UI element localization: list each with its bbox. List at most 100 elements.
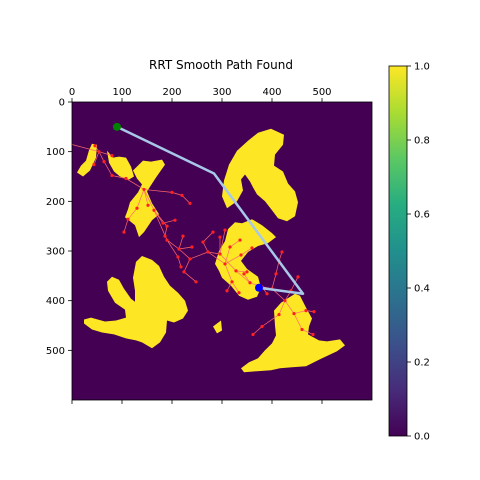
tree-node	[124, 176, 128, 181]
tree-edge-51	[243, 273, 251, 283]
tree-edge-25	[207, 251, 221, 255]
tree-edge-58	[183, 271, 197, 283]
tree-edge-55	[219, 230, 226, 255]
tree-node	[188, 257, 192, 261]
tree-edge-31	[235, 270, 251, 284]
y-tick-label: 0	[59, 98, 65, 109]
tree-edge-11	[181, 195, 191, 204]
tree-edge-56	[178, 235, 184, 250]
tree-node	[312, 309, 316, 314]
tree-edge-12	[143, 189, 155, 211]
tree-node	[230, 280, 234, 284]
tree-node	[218, 235, 222, 239]
obstacle-1	[107, 150, 134, 180]
tree-node	[163, 234, 167, 238]
tree-node	[165, 238, 169, 242]
tree-edge-28	[207, 251, 226, 265]
tree-edge-42	[252, 326, 263, 335]
tree-node	[218, 252, 222, 256]
tree-node	[245, 270, 249, 274]
tree-edge-59	[240, 247, 253, 256]
tree-node	[181, 234, 185, 238]
tree-node	[67, 142, 70, 145]
colorbar-tick-label: 0.8	[414, 136, 430, 147]
tree-edge-63	[202, 231, 214, 243]
tree-edge-26	[166, 239, 179, 258]
tree-node	[182, 270, 186, 274]
tree-edge-10	[171, 192, 183, 196]
tree-edge-15	[136, 189, 145, 209]
tree-node	[180, 193, 184, 197]
tree-edge-53	[229, 239, 241, 248]
tree-node	[165, 224, 169, 228]
obstacle-0	[77, 143, 97, 177]
tree-edge-14	[162, 219, 176, 224]
tree-edge-1	[98, 151, 113, 156]
tree-node	[179, 265, 183, 269]
y-tick-label: 300	[46, 247, 65, 258]
tree-edge-20	[178, 246, 193, 250]
tree-edge-37	[284, 300, 295, 314]
tree-node	[211, 230, 215, 234]
x-tick-label: 200	[162, 87, 181, 98]
obstacle-5	[84, 256, 188, 349]
tree-edge-5	[103, 161, 113, 176]
tree-node	[260, 324, 264, 329]
tree-edge-40	[278, 300, 286, 315]
tree-node	[97, 150, 101, 154]
obstacles	[77, 128, 345, 373]
tree-edge-0	[72, 144, 100, 153]
colorbar-tick-label: 0.4	[414, 284, 430, 295]
tree-node	[102, 160, 106, 164]
tree-node	[152, 208, 156, 212]
x-tick-label: 0	[69, 87, 75, 98]
tree-node	[242, 272, 246, 276]
tree-node	[228, 245, 232, 249]
rrt-nodes	[67, 142, 316, 337]
tree-node	[161, 221, 165, 225]
colorbar-tick-label: 0.2	[414, 358, 430, 369]
tree-node	[304, 309, 308, 313]
tree-edge-47	[275, 260, 280, 274]
tree-edge-33	[231, 281, 240, 293]
tree-node	[280, 250, 284, 254]
chart-title: RRT Smooth Path Found	[149, 58, 293, 72]
y-tick-label: 200	[46, 197, 65, 208]
tree-edge-22	[164, 226, 168, 237]
y-axis-ticks: 0 100 200 300 400 500	[46, 98, 72, 357]
tree-node	[93, 144, 97, 148]
tree-node	[250, 246, 254, 250]
tree-edge-16	[127, 208, 138, 220]
tree-node	[110, 173, 114, 178]
plot-area	[67, 102, 372, 400]
tree-node	[274, 272, 278, 276]
colorbar-tick-label: 0.0	[414, 432, 430, 443]
tree-node	[296, 275, 300, 279]
tree-edge-32	[224, 263, 233, 282]
tree-edge-7	[125, 178, 145, 190]
x-axis-bottom-ticks	[71, 400, 323, 404]
tree-node	[248, 281, 252, 285]
x-tick-label: 500	[312, 87, 331, 98]
tree-edge-9	[143, 189, 173, 193]
tree-edge-62	[202, 241, 209, 253]
tree-edge-57	[183, 258, 191, 273]
tree-edge-23	[178, 248, 191, 260]
tree-node	[122, 230, 126, 234]
tree-edge-24	[189, 251, 209, 260]
tree-node	[238, 238, 242, 242]
colorbar	[388, 65, 408, 437]
tree-node	[206, 250, 210, 254]
y-tick-label: 400	[46, 296, 65, 307]
obstacle-3	[222, 128, 298, 222]
tree-edge-60	[235, 270, 248, 273]
tree-node	[223, 228, 227, 232]
tree-node	[234, 269, 238, 273]
tree-edge-45	[301, 329, 314, 335]
tree-node	[176, 255, 180, 259]
tree-node	[300, 327, 304, 332]
x-axis-ticks: 0 100 200 300 400 500	[69, 87, 332, 102]
tree-node	[283, 299, 287, 303]
tree-node	[110, 154, 114, 158]
